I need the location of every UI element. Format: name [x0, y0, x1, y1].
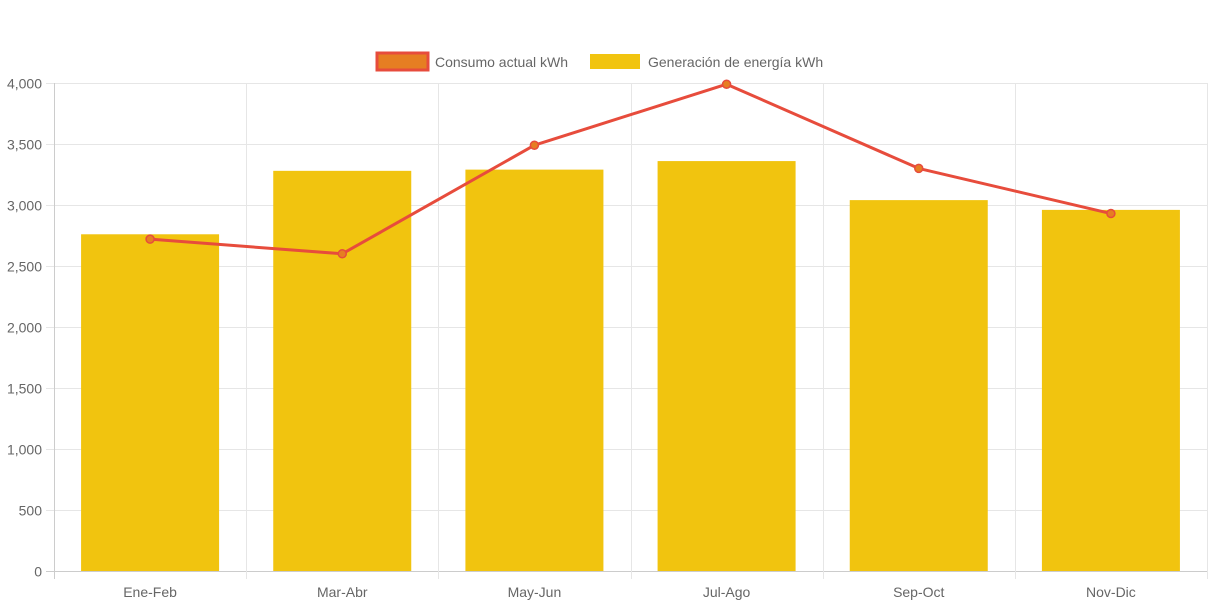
bar-may-jun[interactable]	[465, 169, 604, 571]
y-tick-label: 2,500	[7, 259, 42, 275]
x-tick-label: Mar-Abr	[317, 584, 368, 600]
bar-series	[81, 161, 1180, 571]
legend-label-consumo[interactable]: Consumo actual kWh	[435, 54, 568, 70]
legend-swatch-generacion[interactable]	[590, 54, 640, 69]
consumption-line	[149, 82, 1112, 256]
bar-sep-oct[interactable]	[849, 200, 988, 571]
bar-ene-feb[interactable]	[81, 234, 220, 571]
line-point-ene-feb[interactable]	[145, 234, 155, 244]
bar-nov-dic[interactable]	[1041, 209, 1180, 571]
bar-jul-ago[interactable]	[657, 161, 796, 571]
bar-mar-abr[interactable]	[273, 170, 412, 571]
y-tick-label: 3,000	[7, 198, 42, 214]
x-tick-label: May-Jun	[508, 584, 562, 600]
line-point-nov-dic[interactable]	[1106, 208, 1116, 219]
line-point-mar-abr[interactable]	[337, 249, 347, 259]
legend-swatch-consumo[interactable]	[375, 51, 430, 72]
legend[interactable]: Consumo actual kWh Generación de energía …	[375, 51, 823, 72]
y-tick-label: 2,000	[7, 320, 42, 336]
y-tick-label: 4,000	[7, 76, 42, 92]
line-series	[145, 79, 1116, 259]
axis-labels: 0 500 1,000 1,500 2,000 2,500 3,000 3,500 4,000 E…	[7, 76, 1136, 601]
x-tick-label: Ene-Feb	[123, 584, 177, 600]
y-tick-label: 3,500	[7, 137, 42, 153]
y-tick-label: 500	[19, 503, 43, 519]
line-point-jul-ago[interactable]	[721, 79, 732, 89]
y-tick-label: 1,000	[7, 442, 42, 458]
grid-lines	[46, 83, 1208, 579]
x-tick-label: Sep-Oct	[893, 584, 944, 600]
line-point-sep-oct[interactable]	[914, 163, 924, 174]
y-tick-label: 0	[34, 564, 42, 580]
y-tick-label: 1,500	[7, 381, 42, 397]
x-tick-label: Jul-Ago	[703, 584, 751, 600]
line-point-may-jun[interactable]	[529, 140, 540, 150]
x-tick-label: Nov-Dic	[1086, 584, 1136, 600]
legend-label-generacion[interactable]: Generación de energía kWh	[648, 54, 823, 70]
